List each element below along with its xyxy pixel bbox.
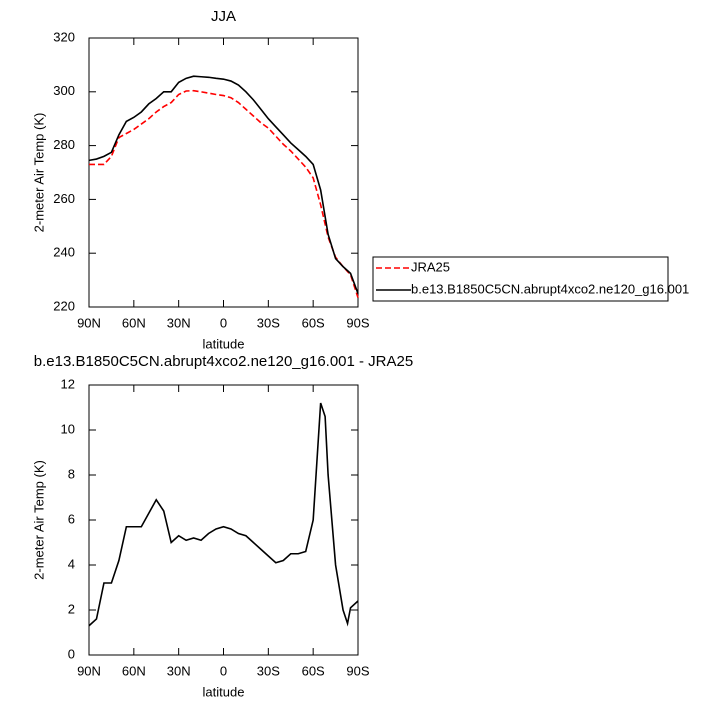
x-tick-label: 90N [77, 663, 101, 678]
x-tick-label: 90N [77, 315, 101, 330]
y-axis-label: 2-meter Air Temp (K) [31, 113, 46, 233]
data-line [89, 89, 359, 298]
x-tick-label: 30S [257, 315, 280, 330]
legend: JRA25 b.e13.B1850C5CN.abrupt4xco2.ne120_g… [372, 256, 689, 302]
x-tick-label: 30S [257, 663, 280, 678]
y-tick-label: 12 [61, 376, 75, 391]
y-tick-label: 240 [53, 245, 75, 260]
x-tick-label: 60S [302, 315, 325, 330]
y-tick-label: 4 [68, 556, 75, 571]
x-axis-label: latitude [203, 336, 245, 351]
y-tick-label: 0 [68, 646, 75, 661]
x-tick-label: 30N [167, 663, 191, 678]
x-axis-label: latitude [203, 684, 245, 699]
x-tick-label: 90S [346, 663, 369, 678]
chart-title: b.e13.B1850C5CN.abrupt4xco2.ne120_g16.00… [34, 353, 413, 370]
y-tick-label: 320 [53, 29, 75, 44]
legend-label: b.e13.B1850C5CN.abrupt4xco2.ne120_g16.00… [411, 281, 689, 296]
legend-label: JRA25 [411, 259, 450, 274]
x-tick-label: 60N [122, 663, 146, 678]
y-tick-label: 6 [68, 511, 75, 526]
data-line [88, 402, 359, 627]
chart-title: JJA [211, 8, 236, 25]
plot-frame [88, 37, 359, 308]
y-axis-label: 2-meter Air Temp (K) [31, 460, 46, 580]
y-tick-label: 220 [53, 298, 75, 313]
y-tick-label: 280 [53, 137, 75, 152]
plot-frame [88, 384, 359, 656]
x-tick-label: 60S [302, 663, 325, 678]
y-tick-label: 260 [53, 191, 75, 206]
x-tick-label: 60N [122, 315, 146, 330]
y-tick-label: 2 [68, 601, 75, 616]
x-tick-label: 90S [346, 315, 369, 330]
x-tick-label: 0 [220, 663, 227, 678]
x-tick-label: 30N [167, 315, 191, 330]
data-line [88, 75, 359, 294]
y-tick-label: 300 [53, 83, 75, 98]
y-tick-label: 10 [61, 421, 75, 436]
y-tick-label: 8 [68, 466, 75, 481]
x-tick-label: 0 [220, 315, 227, 330]
legend-box [372, 256, 669, 302]
